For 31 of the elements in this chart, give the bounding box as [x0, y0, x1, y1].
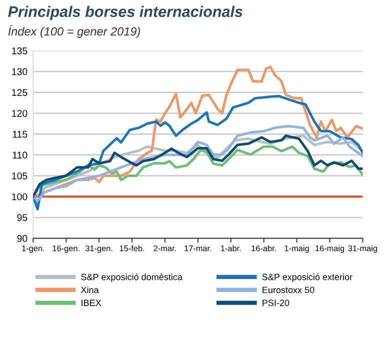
x-tick-label: 31-maig: [348, 245, 377, 253]
y-tick-label: 115: [12, 130, 28, 138]
y-tick-label: 130: [12, 68, 28, 76]
legend-label: IBEX: [82, 300, 102, 306]
x-tick-label: 15-feb.: [120, 245, 144, 252]
x-tick-label: 16-abr.: [252, 245, 276, 252]
x-tick-label: 1-abr.: [221, 245, 241, 252]
y-tick-label: 125: [12, 89, 28, 96]
y-tick-label: 120: [12, 110, 28, 117]
x-tick-label: 17-mar.: [184, 246, 212, 252]
y-tick-label: 90: [17, 235, 28, 242]
chart-subtitle: Índex (100 = gener 2019): [8, 25, 140, 38]
line-series: [33, 124, 363, 202]
chart-title: Principals borses internacionals: [8, 6, 242, 20]
y-tick-label: 105: [12, 172, 28, 180]
y-tick-label: 100: [12, 193, 28, 200]
x-tick-label: 16-maig: [316, 245, 344, 253]
legend-label: S&P exposició domèstica: [81, 273, 182, 282]
y-tick-label: 95: [17, 214, 28, 222]
legend-label: PSI-20: [262, 300, 290, 306]
legend-label: Eurostoxx 50: [262, 286, 314, 294]
y-tick-label: 110: [12, 152, 28, 159]
x-tick-label: 31-gen.: [85, 245, 112, 253]
legend-label: S&P exposició exterior: [262, 273, 352, 282]
y-tick-label: 135: [12, 47, 28, 54]
legend-label: Xina: [80, 286, 99, 294]
x-tick-label: 1-maig: [284, 245, 309, 253]
x-tick-label: 1-gen.: [22, 246, 44, 253]
x-tick-label: 2-mar.: [154, 245, 176, 252]
x-tick-label: 16-gen.: [52, 245, 80, 253]
line-series: [33, 94, 363, 210]
